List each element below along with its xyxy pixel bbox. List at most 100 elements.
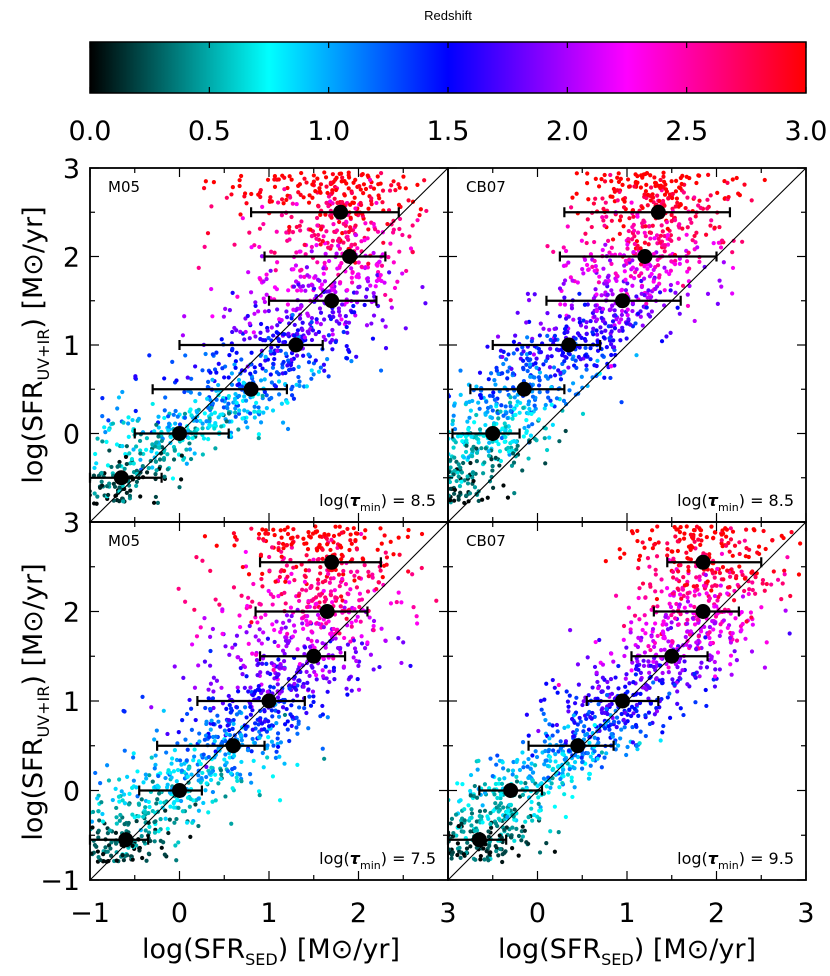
scatter-point — [490, 408, 495, 413]
scatter-point — [635, 180, 640, 185]
scatter-point — [465, 840, 470, 845]
scatter-point — [338, 545, 344, 550]
scatter-point — [335, 645, 341, 651]
scatter-point — [301, 353, 306, 358]
scatter-point — [355, 569, 360, 574]
scatter-point — [221, 405, 226, 410]
scatter-point — [261, 279, 266, 284]
scatter-point — [344, 181, 349, 186]
scatter-point — [583, 353, 588, 358]
scatter-point — [464, 400, 469, 405]
scatter-point — [551, 766, 556, 771]
scatter-point — [456, 497, 461, 502]
scatter-point — [287, 618, 292, 623]
scatter-point — [631, 222, 636, 227]
scatter-point — [482, 460, 487, 465]
scatter-point — [349, 190, 355, 196]
scatter-point — [705, 197, 710, 202]
scatter-point — [698, 665, 703, 670]
scatter-point — [678, 524, 683, 530]
scatter-point — [192, 451, 197, 456]
scatter-point — [742, 538, 747, 543]
scatter-point — [613, 271, 618, 276]
binned-marker — [561, 337, 577, 353]
scatter-point — [370, 575, 375, 580]
scatter-point — [433, 832, 437, 836]
scatter-point — [648, 236, 653, 241]
scatter-point — [268, 268, 273, 273]
scatter-point — [109, 853, 114, 858]
scatter-point — [563, 814, 568, 820]
scatter-point — [274, 370, 280, 375]
scatter-point — [548, 398, 553, 403]
scatter-point — [260, 571, 265, 577]
scatter-point — [295, 762, 300, 767]
scatter-point — [442, 469, 446, 473]
scatter-point — [397, 226, 402, 232]
scatter-point — [309, 319, 314, 325]
scatter-point — [233, 365, 238, 370]
scatter-point — [614, 715, 620, 720]
scatter-point — [618, 176, 623, 181]
scatter-point — [376, 193, 381, 198]
scatter-point — [331, 668, 336, 673]
scatter-point — [285, 400, 290, 405]
scatter-point — [647, 537, 653, 542]
scatter-point — [304, 710, 309, 716]
scatter-point — [652, 542, 657, 547]
scatter-point — [337, 313, 342, 318]
scatter-point — [162, 474, 167, 479]
scatter-point — [455, 841, 460, 846]
scatter-point — [548, 374, 553, 379]
scatter-point — [273, 268, 278, 273]
scatter-point — [294, 250, 299, 255]
scatter-point — [187, 441, 192, 446]
scatter-point — [391, 218, 396, 223]
scatter-point — [641, 276, 647, 281]
scatter-point — [250, 599, 255, 604]
scatter-point — [468, 788, 473, 794]
scatter-point — [93, 451, 98, 457]
scatter-point — [337, 524, 342, 529]
scatter-point — [285, 426, 291, 432]
scatter-point — [165, 826, 170, 831]
scatter-point — [471, 794, 476, 799]
scatter-point — [184, 820, 190, 825]
scatter-point — [147, 773, 152, 778]
binned-marker — [306, 648, 322, 664]
scatter-point — [142, 810, 148, 815]
scatter-point — [348, 215, 353, 220]
scatter-point — [283, 601, 288, 606]
scatter-point — [416, 836, 420, 840]
scatter-point — [95, 849, 100, 854]
scatter-point — [178, 798, 184, 804]
scatter-point — [520, 468, 525, 473]
scatter-point — [558, 739, 563, 744]
scatter-point — [492, 397, 497, 402]
scatter-point — [511, 351, 516, 356]
scatter-point — [209, 718, 214, 723]
scatter-point — [253, 334, 258, 339]
scatter-point — [544, 840, 549, 846]
scatter-point — [536, 801, 541, 806]
scatter-point — [566, 709, 571, 714]
scatter-point — [214, 543, 219, 548]
scatter-point — [408, 475, 412, 479]
scatter-point — [289, 357, 294, 362]
scatter-point — [594, 308, 599, 314]
scatter-point — [625, 177, 631, 182]
scatter-point — [268, 592, 273, 597]
scatter-point — [152, 839, 157, 844]
scatter-point — [127, 451, 132, 456]
scatter-point — [190, 820, 195, 825]
scatter-point — [455, 781, 460, 786]
scatter-point — [158, 800, 163, 805]
scatter-point — [391, 179, 396, 184]
scatter-point — [676, 236, 681, 241]
scatter-point — [399, 660, 404, 666]
scatter-point — [660, 229, 665, 234]
scatter-point — [219, 424, 224, 429]
scatter-point — [581, 271, 586, 276]
scatter-point — [211, 689, 216, 694]
scatter-point — [681, 536, 687, 541]
